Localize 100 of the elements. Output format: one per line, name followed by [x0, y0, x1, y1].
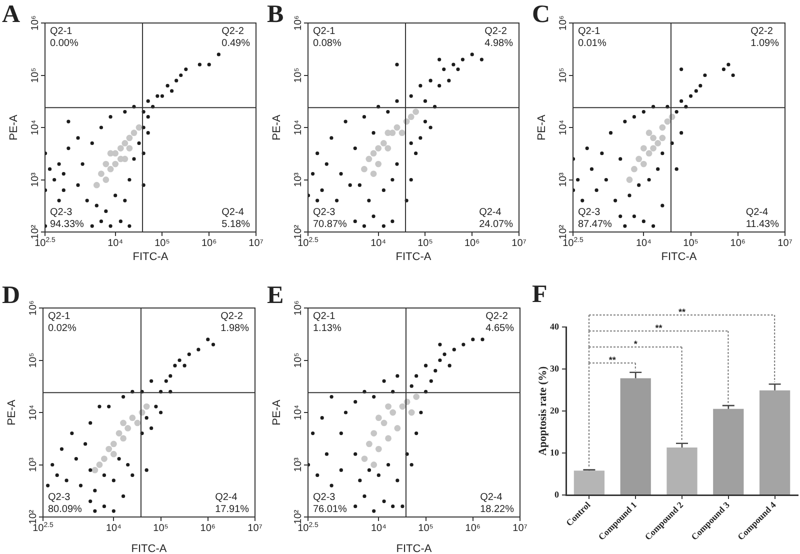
- annotation: 18.22%: [480, 504, 514, 515]
- chart-title: D: [2, 282, 20, 309]
- y-axis-title: Apoptosis rate (%): [536, 366, 549, 456]
- annotation: 5.18%: [222, 219, 250, 230]
- bar: [713, 408, 744, 494]
- y-tick-label: 10³: [293, 172, 304, 187]
- y-tick-label: 10⁶: [293, 15, 304, 31]
- x-tick-label: 10⁶: [730, 238, 746, 249]
- annotation: Q2-2: [484, 26, 508, 37]
- annotation: Q2-4: [480, 492, 503, 503]
- y-tick-label: 10⁵: [558, 68, 569, 83]
- x-tick-label: 10⁷: [248, 523, 263, 534]
- y-tick-label: 30: [550, 363, 560, 374]
- bar: [620, 378, 651, 494]
- annotation: Q2-4: [222, 207, 244, 218]
- annotation: Q2-1: [313, 311, 336, 322]
- x-tick-label: 10⁷: [778, 238, 793, 249]
- y-tick-label: 10⁴: [293, 404, 304, 420]
- x-tick-label: 10⁵: [418, 238, 433, 249]
- bar: [759, 390, 790, 494]
- annotation: Q2-3: [50, 207, 73, 218]
- bar: [666, 448, 698, 494]
- y-tick-label: 10⁶: [30, 15, 41, 31]
- annotation: 0.08%: [313, 38, 342, 49]
- annotation: 1.09%: [750, 38, 780, 49]
- x-tick-label: 10⁷: [512, 238, 527, 249]
- annotation: 4.65%: [486, 323, 514, 334]
- text: **: [678, 307, 686, 317]
- chart-title: B: [267, 1, 284, 28]
- annotation: 80.09%: [48, 504, 82, 515]
- annotation: Q2-2: [486, 311, 508, 322]
- y-tick-label: 10³: [30, 172, 41, 187]
- annotation: 76.01%: [313, 504, 348, 515]
- y-axis-title: PE-A: [536, 114, 548, 140]
- x-axis-title: FITC-A: [132, 251, 169, 263]
- annotation: Q2-3: [578, 207, 601, 218]
- y-tick-label: 10²: [293, 509, 304, 524]
- y-tick-label: 10⁵: [293, 68, 304, 83]
- annotation: 0.02%: [48, 323, 76, 334]
- x-tick-label: 10⁴: [370, 238, 386, 249]
- x-axis-title: FITC-A: [396, 251, 432, 263]
- x-tick-label: 10⁶: [200, 523, 216, 534]
- annotation: 11.43%: [746, 219, 780, 230]
- annotation: 87.47%: [578, 219, 612, 230]
- y-tick-label: 10⁴: [30, 120, 41, 136]
- annotation: Q2-2: [222, 26, 244, 37]
- y-tick-label: 10⁴: [293, 120, 304, 136]
- y-axis-title: PE-A: [271, 114, 284, 140]
- annotation: *: [634, 339, 638, 349]
- x-tick-label: 10⁵: [153, 523, 168, 534]
- x-tick-label: 10⁶: [465, 523, 481, 534]
- annotation: 94.33%: [50, 219, 84, 230]
- x-tick-label: 10⁴: [636, 238, 652, 249]
- y-tick-label: 10⁴: [558, 120, 569, 136]
- x-tick-label: 10⁶: [464, 238, 480, 249]
- annotation: Q2-4: [215, 492, 238, 503]
- chart-title: A: [2, 1, 20, 28]
- x-tick-label: 10⁵: [154, 238, 170, 249]
- annotation: 24.07%: [479, 219, 514, 230]
- annotation: Q2-4: [479, 207, 502, 218]
- x-tick-label: 10⁴: [106, 523, 122, 534]
- x-tick-label: 10⁴: [108, 238, 124, 249]
- annotation: Q2-1: [313, 26, 336, 37]
- y-tick-label: 10⁵: [293, 352, 304, 368]
- x-tick-label: 10⁴: [370, 523, 386, 534]
- annotation: **: [608, 355, 616, 365]
- annotation: 0.49%: [222, 38, 250, 49]
- x-tick-label: 10⁵: [683, 238, 698, 249]
- y-tick-label: 10: [550, 447, 560, 458]
- x-tick-label: 10⁷: [248, 238, 264, 249]
- x-axis-title: FITC-A: [661, 251, 698, 263]
- x-tick-label: 10⁷: [512, 523, 528, 534]
- chart-title: C: [532, 1, 550, 28]
- y-tick-label: 10²: [293, 224, 304, 240]
- x-tick-label: 10⁵: [418, 523, 434, 534]
- annotation: Q2-1: [578, 26, 601, 37]
- annotation: Q2-1: [50, 26, 73, 37]
- x-axis-title: FITC-A: [396, 543, 432, 554]
- annotation: **: [655, 323, 663, 333]
- annotation: Q2-3: [48, 492, 71, 503]
- annotation: 1.13%: [313, 323, 342, 334]
- annotation: Q2-1: [48, 311, 71, 322]
- annotation: 1.98%: [220, 323, 250, 334]
- y-axis-title: PE-A: [271, 399, 284, 426]
- annotation: Q2-2: [750, 26, 774, 37]
- y-tick-label: 10⁶: [558, 15, 569, 31]
- y-tick-label: 10³: [558, 172, 569, 187]
- y-axis-title: PE-A: [8, 114, 20, 140]
- y-tick-label: 10⁶: [293, 300, 304, 316]
- chart-title: E: [267, 282, 284, 309]
- chart-title: F: [532, 281, 548, 308]
- x-tick-label: 10⁶: [201, 238, 217, 249]
- y-tick-label: 10²: [558, 224, 569, 240]
- annotation: 17.91%: [215, 504, 250, 515]
- y-tick-label: 10³: [293, 456, 304, 472]
- annotation: 4.98%: [484, 38, 514, 49]
- bar: [574, 470, 605, 494]
- x-axis-title: FITC-A: [131, 543, 168, 554]
- annotation: 0.00%: [50, 38, 78, 49]
- annotation: Q2-2: [220, 311, 244, 322]
